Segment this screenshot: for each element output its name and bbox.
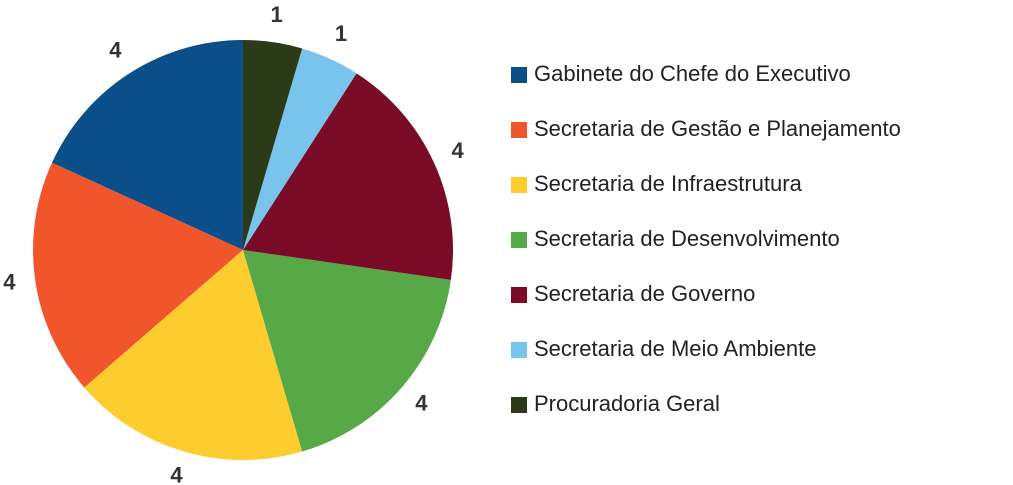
legend-label: Secretaria de Infraestrutura — [534, 171, 803, 196]
legend-label: Secretaria de Desenvolvimento — [534, 226, 840, 251]
legend-swatch — [511, 342, 527, 358]
legend-swatch — [511, 397, 527, 413]
legend-swatch — [511, 232, 527, 248]
data-label: 4 — [452, 138, 465, 163]
pie-slice — [243, 250, 451, 452]
data-label: 4 — [415, 390, 428, 415]
pie-slice — [51, 40, 243, 250]
legend-label: Secretaria de Governo — [534, 281, 755, 306]
data-label: 1 — [270, 2, 282, 27]
legend-swatch — [511, 177, 527, 193]
legend-label: Secretaria de Gestão e Planejamento — [534, 116, 901, 141]
pie-slice — [33, 162, 243, 388]
data-label: 4 — [170, 462, 183, 485]
data-label: 1 — [335, 21, 347, 46]
legend-swatch — [511, 67, 527, 83]
legend-label: Procuradoria Geral — [534, 391, 720, 416]
legend-swatch — [511, 122, 527, 138]
legend-label: Gabinete do Chefe do Executivo — [534, 61, 851, 86]
pie-slice — [243, 48, 357, 251]
pie-slice — [243, 40, 303, 250]
pie-slice — [84, 250, 303, 460]
legend-swatch — [511, 287, 527, 303]
legend-label: Secretaria de Meio Ambiente — [534, 336, 817, 361]
pie-slice — [243, 73, 453, 280]
data-label: 4 — [109, 37, 122, 62]
data-label: 4 — [3, 269, 16, 294]
